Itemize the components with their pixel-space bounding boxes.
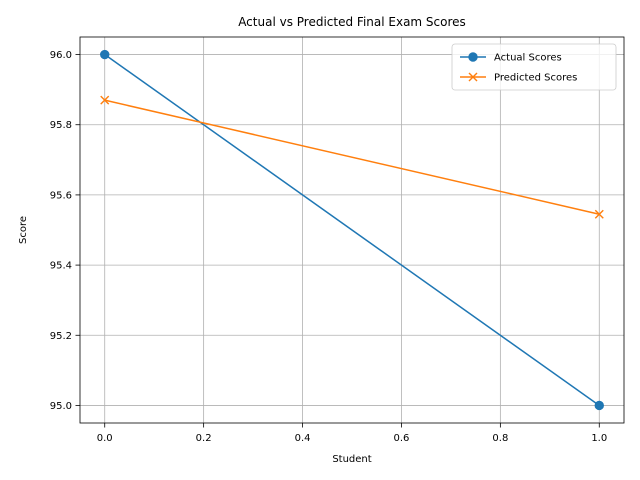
y-tick-label: 95.4 bbox=[50, 261, 72, 272]
grid bbox=[80, 37, 624, 423]
series-predicted-scores bbox=[100, 95, 604, 219]
y-axis-label: Score bbox=[18, 216, 29, 244]
x-tick-label: 0.6 bbox=[394, 433, 410, 444]
legend-marker bbox=[468, 52, 478, 62]
legend-box bbox=[451, 43, 617, 91]
series-actual-scores bbox=[100, 49, 604, 411]
data-point bbox=[100, 49, 110, 60]
legend-entry: Predicted Scores bbox=[460, 73, 577, 84]
y-tick-label: 95.2 bbox=[50, 331, 72, 342]
y-tick-label: 95.0 bbox=[50, 401, 72, 412]
legend-marker bbox=[468, 72, 478, 82]
x-tick-label: 0.4 bbox=[295, 433, 311, 444]
data-point bbox=[594, 400, 604, 411]
x-tick-label: 0.0 bbox=[97, 433, 113, 444]
y-tick-label: 96.0 bbox=[50, 50, 72, 61]
y-tick-label: 95.8 bbox=[50, 120, 72, 131]
legend: Actual Scores Predicted Scores bbox=[451, 43, 617, 91]
chart-title: Actual vs Predicted Final Exam Scores bbox=[238, 15, 466, 29]
x-tick-label: 1.0 bbox=[591, 433, 607, 444]
legend-label: Actual Scores bbox=[494, 53, 562, 64]
plot-frame bbox=[79, 36, 625, 424]
x-axis-label: Student bbox=[332, 454, 371, 465]
series-layer bbox=[100, 49, 604, 411]
x-tick-label: 0.2 bbox=[196, 433, 212, 444]
series-line bbox=[104, 53, 600, 407]
y-tick-label: 95.6 bbox=[50, 190, 72, 201]
legend-entry: Actual Scores bbox=[460, 52, 562, 64]
x-tick-label: 0.8 bbox=[492, 433, 508, 444]
data-point bbox=[594, 209, 604, 219]
series-line bbox=[104, 99, 600, 215]
axis-ticks: 0.0 0.2 0.4 0.6 0.8 1.0 95.0 95.2 95.4 95.6 95.8 96… bbox=[50, 50, 607, 444]
data-point bbox=[100, 95, 110, 105]
legend-label: Predicted Scores bbox=[494, 73, 577, 84]
